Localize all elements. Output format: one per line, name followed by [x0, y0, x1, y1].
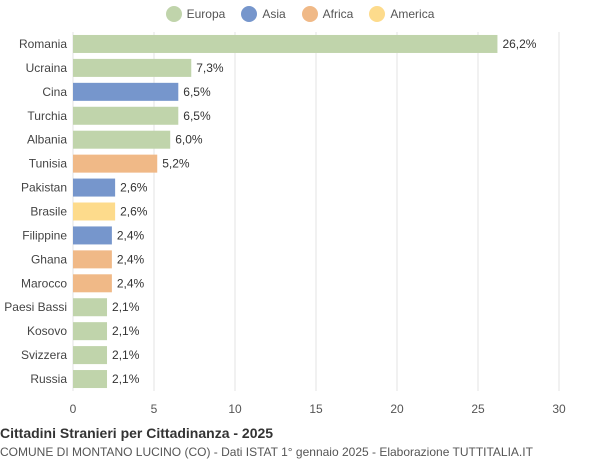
- value-label: 2,1%: [112, 300, 140, 314]
- value-label: 6,5%: [183, 85, 211, 99]
- category-label: Filippine: [22, 228, 67, 242]
- bar-turchia: [73, 106, 179, 125]
- category-label: Pakistan: [21, 181, 67, 195]
- category-label: Russia: [30, 372, 67, 386]
- x-tick-label: 30: [552, 402, 566, 416]
- legend-label-asia: Asia: [262, 7, 286, 21]
- x-tick-label: 5: [151, 402, 158, 416]
- category-label: Cina: [42, 85, 67, 99]
- bar-albania: [73, 130, 171, 149]
- bar-kosovo: [73, 322, 108, 341]
- category-label: Svizzera: [21, 348, 67, 362]
- legend-item-america: America: [369, 6, 434, 22]
- value-label: 2,4%: [117, 228, 145, 242]
- value-label: 2,1%: [112, 372, 140, 386]
- bar-filippine: [73, 226, 112, 245]
- legend-swatch-africa: [301, 6, 318, 22]
- value-label: 2,6%: [120, 205, 148, 219]
- category-label: Turchia: [27, 109, 67, 123]
- legend-swatch-america: [369, 6, 386, 22]
- bar-ucraina: [73, 58, 192, 77]
- legend-label-america: America: [390, 7, 435, 21]
- legend-item-europa: Europa: [165, 6, 226, 22]
- category-label: Ucraina: [26, 61, 68, 75]
- bar-paesi-bassi: [73, 298, 108, 317]
- value-label: 6,5%: [183, 109, 211, 123]
- legend-label-africa: Africa: [322, 7, 354, 21]
- legend-item-africa: Africa: [301, 6, 354, 22]
- x-tick-label: 10: [228, 402, 242, 416]
- bar-pakistan: [73, 178, 116, 197]
- value-label: 7,3%: [196, 61, 224, 75]
- value-label: 2,4%: [117, 276, 145, 290]
- category-label: Ghana: [31, 252, 67, 266]
- category-label: Albania: [27, 133, 67, 147]
- bar-russia: [73, 370, 108, 389]
- chart-footer-source: COMUNE DI MONTANO LUCINO (CO) - Dati IST…: [0, 445, 533, 459]
- category-label: Romania: [19, 37, 67, 51]
- category-label: Paesi Bassi: [4, 300, 67, 314]
- category-label: Kosovo: [27, 324, 67, 338]
- legend-swatch-asia: [241, 6, 258, 22]
- x-tick-label: 20: [390, 402, 404, 416]
- bar-cina: [73, 82, 179, 101]
- bar-ghana: [73, 250, 112, 269]
- category-label: Tunisia: [29, 157, 68, 171]
- value-label: 2,1%: [112, 324, 140, 338]
- value-label: 5,2%: [162, 157, 190, 171]
- category-label: Brasile: [30, 205, 67, 219]
- bar-tunisia: [73, 154, 158, 173]
- x-tick-label: 15: [309, 402, 323, 416]
- bar-marocco: [73, 274, 112, 293]
- value-label: 26,2%: [502, 37, 536, 51]
- x-tick-label: 25: [471, 402, 485, 416]
- chart-footer-title: Cittadini Stranieri per Cittadinanza - 2…: [0, 425, 274, 441]
- value-label: 6,0%: [175, 133, 203, 147]
- value-label: 2,6%: [120, 181, 148, 195]
- legend-swatch-europa: [165, 6, 182, 22]
- value-label: 2,1%: [112, 348, 140, 362]
- value-label: 2,4%: [117, 252, 145, 266]
- legend-item-asia: Asia: [241, 6, 286, 22]
- bar-chart: 0 5 10 15 20 25 30 Romania 26,2% Ucraina 7,3% Cina 6…: [4, 32, 566, 416]
- bar-romania: [73, 34, 498, 53]
- bar-svizzera: [73, 346, 108, 365]
- x-tick-label: 0: [70, 402, 77, 416]
- category-label: Marocco: [21, 276, 67, 290]
- legend-label-europa: Europa: [186, 7, 226, 21]
- chart-legend: Europa Asia Africa America: [0, 6, 600, 22]
- bar-brasile: [73, 202, 116, 221]
